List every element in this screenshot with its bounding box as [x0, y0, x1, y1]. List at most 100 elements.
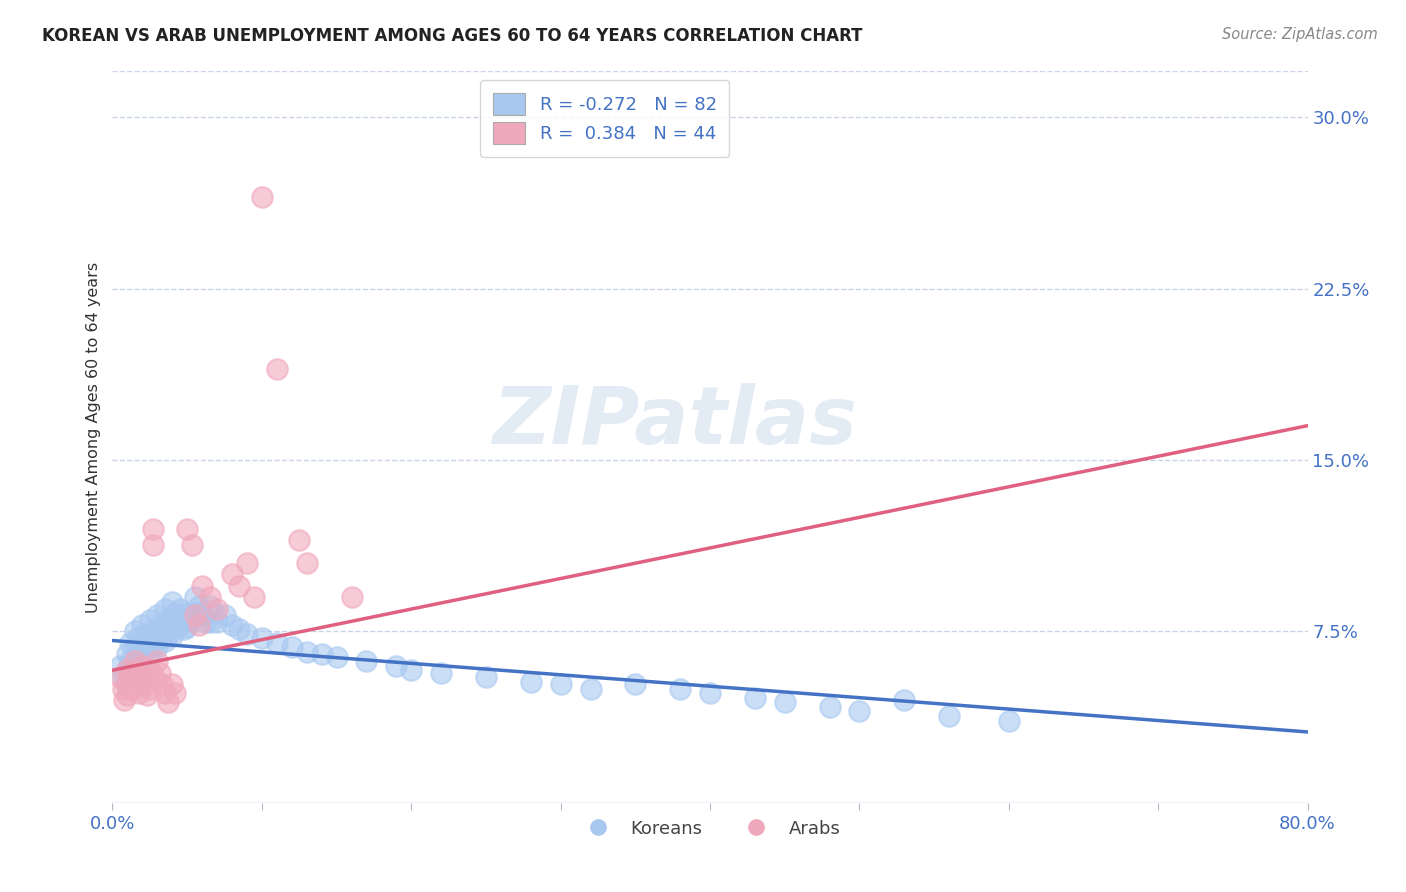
- Point: [128, 647, 150, 661]
- Legend: Koreans, Arabs: Koreans, Arabs: [572, 813, 848, 845]
- Point: [135, 689, 157, 703]
- Point: [281, 640, 304, 655]
- Point: [114, 693, 135, 707]
- Point: [228, 579, 250, 593]
- Point: [669, 681, 692, 696]
- Point: [162, 595, 183, 609]
- Point: [266, 636, 288, 650]
- Point: [149, 617, 172, 632]
- Point: [848, 705, 870, 719]
- Point: [188, 599, 211, 614]
- Point: [117, 677, 139, 691]
- Point: [475, 670, 498, 684]
- Point: [153, 617, 176, 632]
- Point: [139, 613, 162, 627]
- Point: [744, 690, 766, 705]
- Point: [288, 533, 311, 547]
- Point: [120, 636, 142, 650]
- Point: [128, 686, 150, 700]
- Point: [198, 615, 221, 630]
- Point: [146, 654, 169, 668]
- Point: [142, 521, 165, 535]
- Point: [236, 556, 259, 570]
- Point: [938, 709, 960, 723]
- Point: [550, 677, 572, 691]
- Point: [183, 606, 205, 620]
- Point: [624, 677, 647, 691]
- Point: [325, 649, 347, 664]
- Text: ZIPatlas: ZIPatlas: [492, 384, 856, 461]
- Point: [818, 699, 841, 714]
- Point: [120, 654, 142, 668]
- Point: [146, 608, 169, 623]
- Point: [131, 670, 153, 684]
- Point: [221, 567, 243, 582]
- Point: [228, 622, 250, 636]
- Point: [127, 674, 149, 689]
- Point: [340, 590, 363, 604]
- Point: [111, 681, 134, 696]
- Point: [180, 537, 202, 551]
- Point: [121, 665, 143, 680]
- Point: [169, 601, 191, 615]
- Point: [115, 677, 138, 691]
- Point: [169, 617, 191, 632]
- Point: [165, 606, 187, 620]
- Point: [401, 663, 423, 677]
- Point: [194, 615, 217, 630]
- Point: [146, 624, 169, 639]
- Point: [150, 632, 173, 646]
- Point: [191, 579, 214, 593]
- Point: [221, 617, 243, 632]
- Point: [131, 636, 153, 650]
- Point: [198, 599, 221, 614]
- Point: [124, 654, 146, 668]
- Point: [202, 606, 225, 620]
- Point: [311, 647, 333, 661]
- Point: [295, 645, 318, 659]
- Point: [135, 640, 157, 655]
- Point: [236, 626, 259, 640]
- Point: [146, 640, 169, 655]
- Point: [131, 617, 153, 632]
- Point: [385, 658, 408, 673]
- Point: [117, 647, 139, 661]
- Point: [143, 670, 166, 684]
- Point: [157, 626, 180, 640]
- Point: [179, 613, 201, 627]
- Point: [120, 670, 142, 684]
- Point: [188, 617, 211, 632]
- Point: [139, 647, 162, 661]
- Point: [108, 670, 131, 684]
- Point: [117, 663, 139, 677]
- Point: [162, 629, 183, 643]
- Point: [139, 663, 162, 677]
- Point: [139, 632, 162, 646]
- Point: [108, 658, 131, 673]
- Point: [176, 620, 198, 634]
- Point: [124, 624, 146, 639]
- Point: [121, 681, 143, 696]
- Point: [198, 590, 221, 604]
- Point: [430, 665, 453, 680]
- Point: [773, 695, 796, 709]
- Point: [142, 624, 165, 639]
- Point: [250, 632, 273, 646]
- Point: [124, 665, 146, 680]
- Point: [117, 689, 139, 703]
- Point: [134, 677, 156, 691]
- Point: [176, 606, 198, 620]
- Point: [893, 693, 915, 707]
- Point: [150, 677, 173, 691]
- Point: [295, 556, 318, 570]
- Point: [134, 626, 156, 640]
- Point: [191, 608, 214, 623]
- Point: [153, 601, 176, 615]
- Point: [131, 652, 153, 666]
- Text: Source: ZipAtlas.com: Source: ZipAtlas.com: [1222, 27, 1378, 42]
- Point: [153, 633, 176, 648]
- Point: [165, 686, 187, 700]
- Point: [156, 695, 179, 709]
- Point: [520, 674, 543, 689]
- Point: [124, 640, 146, 655]
